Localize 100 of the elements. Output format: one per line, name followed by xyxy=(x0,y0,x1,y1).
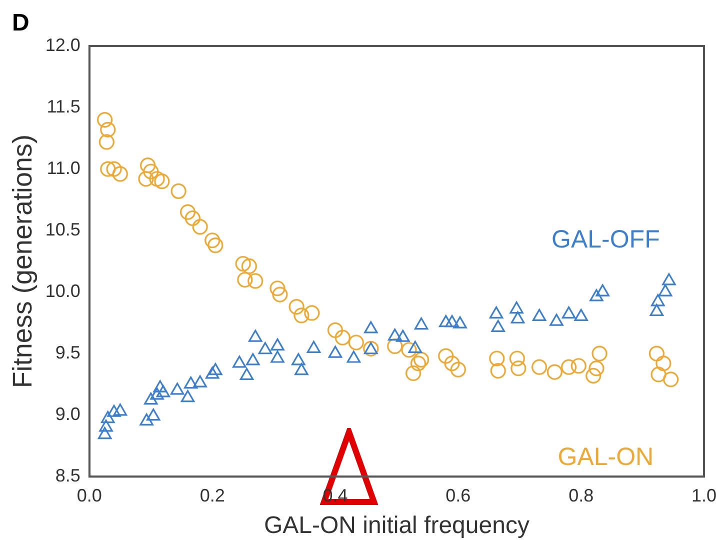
point xyxy=(510,311,525,324)
point xyxy=(237,272,253,288)
y-tick-label: 9.0 xyxy=(55,404,80,424)
y-tick-label: 8.5 xyxy=(55,466,80,486)
x-axis-title: GAL-ON initial frequency xyxy=(264,512,530,540)
point xyxy=(294,308,310,324)
point xyxy=(656,356,672,372)
point xyxy=(510,301,524,314)
point xyxy=(662,273,676,286)
point xyxy=(346,350,361,363)
point xyxy=(651,294,665,306)
point xyxy=(156,385,170,398)
point xyxy=(590,289,604,302)
point xyxy=(658,284,672,296)
point xyxy=(531,359,548,375)
point xyxy=(208,362,222,376)
point xyxy=(414,317,428,330)
point xyxy=(388,328,402,341)
x-tick-label: 0.6 xyxy=(446,485,471,506)
point xyxy=(450,362,466,378)
point xyxy=(306,340,321,353)
y-tick-label: 11.5 xyxy=(46,96,80,116)
point xyxy=(101,410,115,424)
point xyxy=(97,112,113,128)
point xyxy=(414,352,430,368)
x-tick-label: 0.2 xyxy=(200,485,225,506)
point xyxy=(100,161,116,177)
point xyxy=(648,346,664,362)
point xyxy=(184,210,200,226)
point xyxy=(334,330,350,346)
point xyxy=(192,219,208,235)
point xyxy=(149,171,165,187)
point xyxy=(444,356,460,372)
point xyxy=(248,273,264,289)
point xyxy=(270,280,286,296)
point xyxy=(193,375,207,388)
point xyxy=(154,174,170,190)
x-tick-label: 1.0 xyxy=(691,485,717,506)
point xyxy=(184,376,198,389)
point xyxy=(246,353,260,366)
point xyxy=(348,334,364,350)
point xyxy=(180,204,196,220)
point xyxy=(445,315,459,328)
point xyxy=(489,306,504,319)
point xyxy=(592,346,608,362)
point xyxy=(288,299,304,315)
point xyxy=(272,286,288,302)
point xyxy=(387,338,403,354)
text: D xyxy=(12,10,30,37)
y-tick-label: 10.5 xyxy=(45,220,80,240)
point xyxy=(138,171,154,187)
point xyxy=(170,382,184,395)
point xyxy=(235,256,251,272)
point xyxy=(650,366,666,382)
point xyxy=(153,380,167,392)
point xyxy=(146,408,160,421)
point xyxy=(586,368,602,384)
point xyxy=(204,232,220,248)
point xyxy=(650,304,664,316)
point xyxy=(241,258,258,274)
y-tick-label: 11.0 xyxy=(46,158,80,178)
point xyxy=(550,314,564,326)
point xyxy=(205,366,220,379)
point xyxy=(99,420,113,432)
point xyxy=(113,404,128,416)
point xyxy=(596,284,610,296)
point xyxy=(232,356,246,368)
point xyxy=(532,308,546,321)
point xyxy=(106,161,122,177)
point xyxy=(453,316,467,328)
point xyxy=(304,305,320,321)
y-tick-label: 10.0 xyxy=(45,281,80,302)
point xyxy=(396,330,410,342)
point xyxy=(489,350,505,366)
x-tick-label: 0.8 xyxy=(568,485,594,506)
point xyxy=(258,342,272,354)
point xyxy=(562,306,576,319)
point xyxy=(408,340,422,353)
point xyxy=(144,392,158,405)
point xyxy=(570,358,586,374)
point xyxy=(490,362,506,379)
point xyxy=(100,122,116,138)
x-tick-label: 0.0 xyxy=(76,485,102,506)
point xyxy=(107,404,121,417)
point xyxy=(401,342,417,358)
point xyxy=(292,353,306,366)
point xyxy=(140,413,154,426)
point xyxy=(240,368,254,380)
point xyxy=(328,346,342,358)
point xyxy=(439,315,453,328)
point xyxy=(364,321,378,334)
point xyxy=(560,359,577,375)
point xyxy=(294,362,308,376)
point xyxy=(112,166,128,182)
y-tick-label: 9.5 xyxy=(55,342,80,363)
point xyxy=(98,134,114,150)
point xyxy=(150,388,164,400)
series-label: GAL-OFF xyxy=(551,225,660,254)
point xyxy=(140,158,156,174)
point xyxy=(663,372,679,388)
